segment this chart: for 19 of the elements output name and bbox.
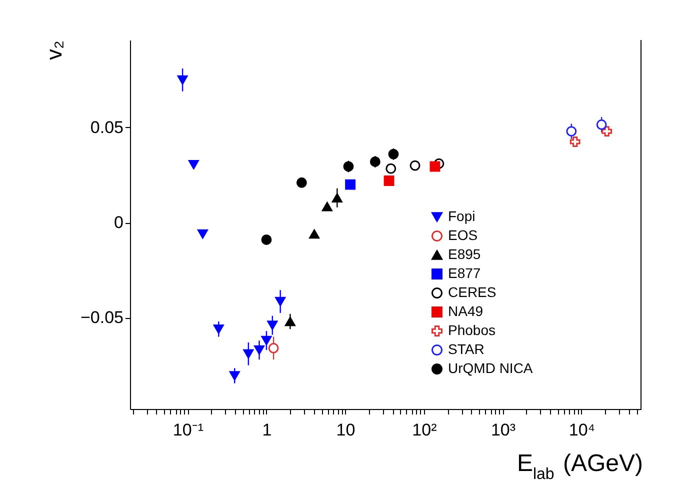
legend-label: EOS: [448, 227, 478, 243]
legend-label: NA49: [448, 303, 484, 319]
x-tick-label: 10: [336, 420, 356, 440]
x-tick-label: 10⁴: [568, 420, 596, 440]
y-axis-title: v₂: [41, 40, 66, 60]
legend-label: E895: [448, 246, 481, 262]
legend-label: E877: [448, 265, 481, 281]
y-tick-label: 0: [114, 213, 124, 232]
x-tick-label: 10³: [490, 420, 516, 440]
legend-label: CERES: [448, 284, 496, 300]
legend-label: Phobos: [448, 322, 496, 338]
y-tick-label: −0.05: [80, 308, 124, 328]
x-tick-label: 10⁻¹: [172, 420, 204, 440]
x-tick-label: 10²: [412, 420, 438, 440]
y-tick-label: 0.05: [90, 118, 124, 137]
legend-label: STAR: [448, 341, 484, 357]
legend-label: Fopi: [448, 208, 476, 224]
x-tick-label: 1: [262, 420, 272, 440]
legend-label: UrQMD NICA: [448, 360, 534, 376]
